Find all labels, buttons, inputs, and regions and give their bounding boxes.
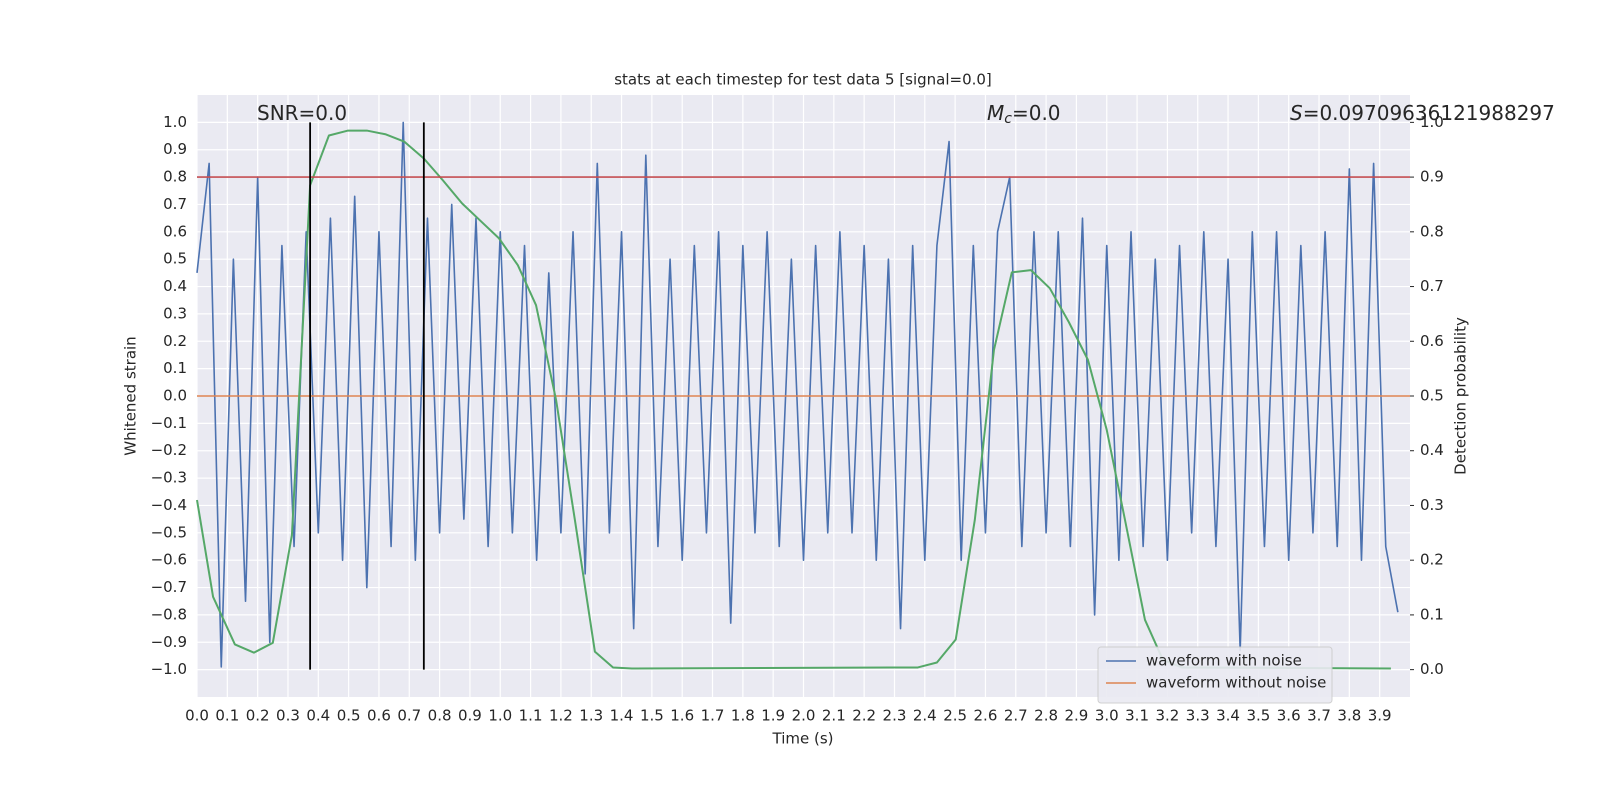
y-tick-label: 0.1 xyxy=(163,359,187,377)
x-tick-label: 1.9 xyxy=(761,707,785,725)
y2-tick-label: 0.9 xyxy=(1420,168,1444,186)
legend-label: waveform with noise xyxy=(1146,652,1302,670)
y-tick-label: 0.7 xyxy=(163,195,187,213)
y-tick-label: −0.9 xyxy=(151,633,187,651)
x-tick-label: 0.4 xyxy=(306,707,330,725)
y2-tick-label: 0.1 xyxy=(1420,605,1444,623)
annotation: Mc=0.0 xyxy=(987,101,1061,128)
y2-tick-label: 0.7 xyxy=(1420,277,1444,295)
x-tick-label: 3.2 xyxy=(1155,707,1179,725)
x-tick-label: 3.1 xyxy=(1125,707,1149,725)
y-tick-label: −0.8 xyxy=(151,605,187,623)
y-tick-label: 0.4 xyxy=(163,277,187,295)
x-axis-label: Time (s) xyxy=(772,730,834,748)
y-tick-label: 1.0 xyxy=(163,113,187,131)
series-line xyxy=(196,121,1399,668)
x-tick-label: 3.4 xyxy=(1216,707,1240,725)
y-tick-label: −1.0 xyxy=(151,660,187,678)
y2-tick-label: 1.0 xyxy=(1420,113,1444,131)
x-tick-label: 3.3 xyxy=(1186,707,1210,725)
y2-tick-label: 0.8 xyxy=(1420,222,1444,240)
x-tick-label: 1.6 xyxy=(670,707,694,725)
x-tick-label: 3.0 xyxy=(1095,707,1119,725)
x-tick-label: 0.0 xyxy=(185,707,209,725)
y2-tick-label: 0.0 xyxy=(1420,660,1444,678)
y-tick-label: 0.6 xyxy=(163,222,187,240)
x-tick-label: 2.4 xyxy=(913,707,937,725)
x-tick-label: 1.8 xyxy=(731,707,755,725)
x-tick-label: 1.0 xyxy=(488,707,512,725)
y2-axis-label: Detection probability xyxy=(1452,317,1470,475)
y2-tick-label: 0.6 xyxy=(1420,332,1444,350)
series-line xyxy=(196,129,1391,670)
x-tick-label: 2.9 xyxy=(1064,707,1088,725)
y-tick-label: 0.9 xyxy=(163,140,187,158)
legend-box xyxy=(1097,646,1333,704)
x-tick-label: 3.8 xyxy=(1337,707,1361,725)
x-tick-label: 1.2 xyxy=(549,707,573,725)
x-tick-label: 2.7 xyxy=(1004,707,1028,725)
y-tick-label: 0.8 xyxy=(163,168,187,186)
y-tick-label: −0.4 xyxy=(151,496,187,514)
x-tick-label: 3.9 xyxy=(1368,707,1392,725)
x-tick-label: 0.9 xyxy=(458,707,482,725)
y-tick-label: −0.5 xyxy=(151,523,187,541)
y-tick-label: −0.1 xyxy=(151,414,187,432)
y2-tick-label: 0.3 xyxy=(1420,496,1444,514)
y2-tick-label: 0.5 xyxy=(1420,387,1444,405)
y-tick-label: 0.5 xyxy=(163,250,187,268)
y-tick-label: −0.6 xyxy=(151,551,187,569)
annotation-text: SNR=0.0 xyxy=(257,101,347,125)
legend-label: waveform without noise xyxy=(1146,674,1326,692)
x-tick-label: 2.6 xyxy=(974,707,998,725)
x-tick-label: 0.7 xyxy=(397,707,421,725)
x-tick-label: 2.5 xyxy=(943,707,967,725)
y-tick-label: −0.3 xyxy=(151,469,187,487)
annotation-symbol: M xyxy=(987,101,1004,125)
annotation-symbol: S xyxy=(1290,101,1303,125)
y-tick-label: 0.2 xyxy=(163,332,187,350)
x-tick-label: 0.2 xyxy=(246,707,270,725)
x-tick-label: 2.1 xyxy=(822,707,846,725)
x-tick-label: 1.1 xyxy=(519,707,543,725)
x-tick-label: 0.6 xyxy=(367,707,391,725)
x-tick-label: 0.3 xyxy=(276,707,300,725)
x-tick-label: 2.2 xyxy=(852,707,876,725)
x-tick-label: 0.8 xyxy=(428,707,452,725)
x-tick-label: 2.3 xyxy=(883,707,907,725)
x-tick-label: 2.0 xyxy=(792,707,816,725)
annotation-text: =0.09709636121988297 xyxy=(1303,101,1555,125)
y-axis-label: Whitened strain xyxy=(122,336,140,455)
y-tick-label: −0.7 xyxy=(151,578,187,596)
annotation: S=0.09709636121988297 xyxy=(1290,101,1555,125)
annotation-text: =0.0 xyxy=(1012,101,1061,125)
x-tick-label: 0.1 xyxy=(215,707,239,725)
x-tick-label: 0.5 xyxy=(337,707,361,725)
x-tick-label: 3.6 xyxy=(1277,707,1301,725)
y-tick-label: −0.2 xyxy=(151,441,187,459)
x-tick-label: 1.7 xyxy=(701,707,725,725)
x-tick-label: 1.3 xyxy=(579,707,603,725)
chart-title: stats at each timestep for test data 5 [… xyxy=(614,71,992,89)
x-tick-label: 3.7 xyxy=(1307,707,1331,725)
y2-tick-label: 0.4 xyxy=(1420,441,1444,459)
x-tick-label: 2.8 xyxy=(1034,707,1058,725)
y-tick-label: 0.3 xyxy=(163,304,187,322)
y2-tick-label: 0.2 xyxy=(1420,551,1444,569)
y-tick-label: 0.0 xyxy=(163,387,187,405)
annotation-subscript: c xyxy=(1004,111,1012,127)
x-tick-label: 1.4 xyxy=(610,707,634,725)
x-tick-label: 1.5 xyxy=(640,707,664,725)
x-tick-label: 3.5 xyxy=(1246,707,1270,725)
annotation: SNR=0.0 xyxy=(257,101,347,125)
